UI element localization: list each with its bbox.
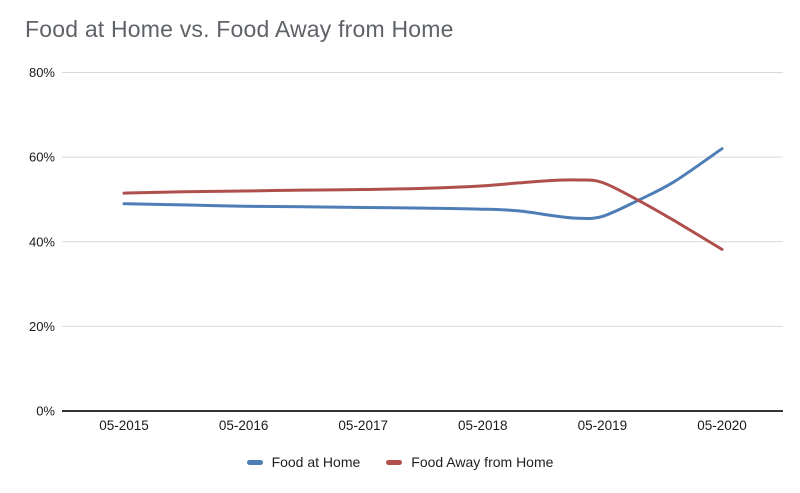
y-tick-label: 40%	[29, 234, 55, 249]
x-tick-label: 05-2018	[458, 418, 508, 433]
legend-label-food-away-from-home: Food Away from Home	[411, 454, 554, 470]
x-tick-label: 05-2016	[219, 418, 269, 433]
y-tick-label: 20%	[29, 319, 55, 334]
series-line-1	[122, 178, 724, 251]
legend-swatch-food-at-home	[246, 459, 263, 465]
chart-title: Food at Home vs. Food Away from Home	[25, 16, 454, 42]
x-tick-label: 05-2019	[578, 418, 628, 433]
y-tick-label: 0%	[36, 404, 55, 419]
y-tick-label: 80%	[29, 65, 55, 80]
x-tick-label: 05-2017	[338, 418, 388, 433]
legend-label-food-at-home: Food at Home	[271, 454, 361, 470]
x-tick-label: 05-2020	[697, 418, 747, 433]
chart-legend: Food at Home Food Away from Home	[0, 451, 800, 473]
x-tick-label: 05-2015	[99, 418, 149, 433]
legend-item-food-away-from-home: Food Away from Home	[386, 454, 553, 470]
legend-swatch-food-away-from-home	[386, 459, 403, 465]
line-chart-canvas: 0% 20% 40% 60% 80% 05-2015 05-2016 05-2017 05-20…	[29, 65, 783, 433]
series-line-0	[122, 147, 724, 220]
y-tick-label: 60%	[29, 150, 55, 165]
legend-item-food-at-home: Food at Home	[246, 454, 361, 470]
